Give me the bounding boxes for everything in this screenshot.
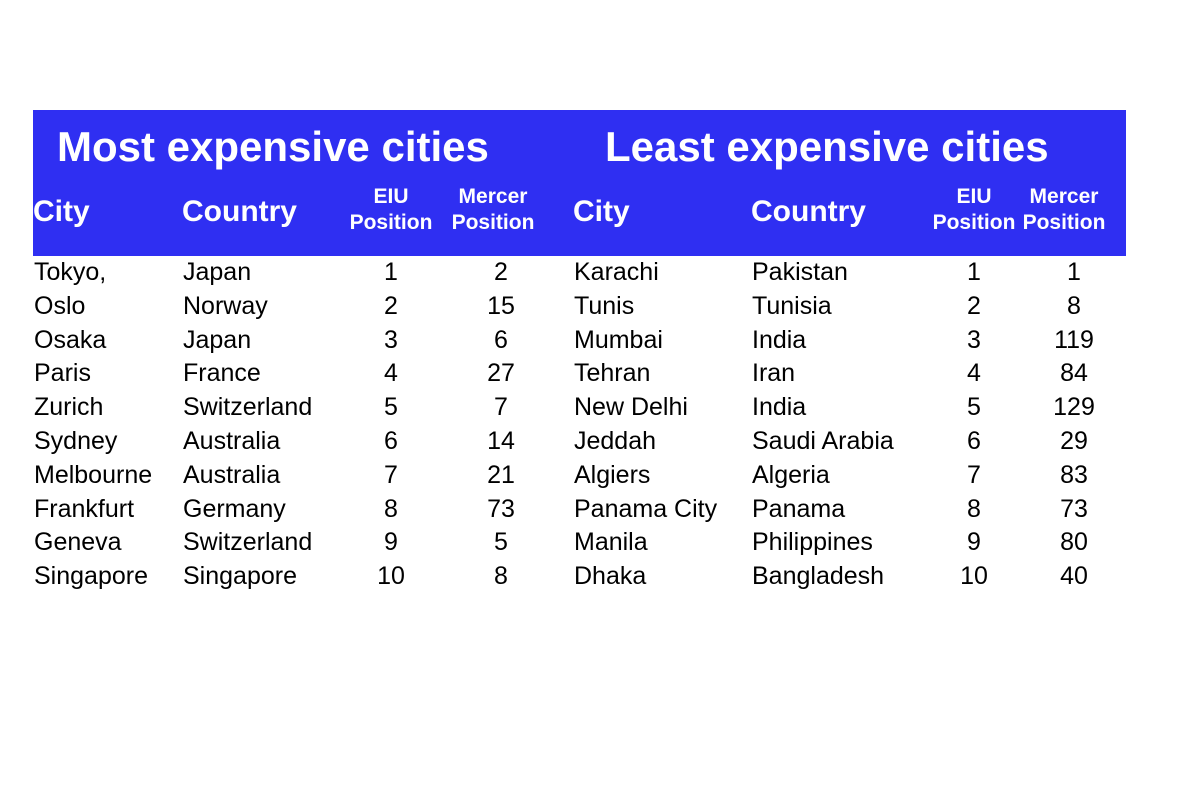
cell-eiu-position: 10 <box>960 562 988 591</box>
cell-mercer-position: 8 <box>1067 291 1081 320</box>
cell-mercer-position: 6 <box>494 325 508 354</box>
cell-city: New Delhi <box>574 393 688 422</box>
cell-city: Geneva <box>34 528 122 557</box>
cell-mercer-position: 73 <box>487 494 515 523</box>
cell-mercer-position: 14 <box>487 427 515 455</box>
cell-country: Switzerland <box>183 393 313 422</box>
cell-eiu-position: 3 <box>967 325 981 354</box>
cell-eiu-position: 6 <box>384 427 398 455</box>
cell-country: Japan <box>183 258 252 286</box>
cell-city: Osaka <box>34 325 107 354</box>
cell-mercer-position: 119 <box>1054 325 1094 354</box>
cell-city: Panama City <box>574 494 718 523</box>
cell-mercer-position: 1 <box>1067 258 1081 286</box>
cell-city: Mumbai <box>574 325 663 354</box>
cell-country: Australia <box>183 427 281 455</box>
cell-mercer-position: 84 <box>1060 359 1088 388</box>
cell-country: Singapore <box>183 562 297 591</box>
cell-country: Saudi Arabia <box>752 427 894 455</box>
most-expensive-title: Most expensive cities <box>57 123 489 170</box>
cell-mercer-position: 8 <box>494 562 508 591</box>
cell-eiu-position: 5 <box>967 393 981 422</box>
cell-country: Bangladesh <box>752 562 885 591</box>
cell-city: Jeddah <box>574 427 657 455</box>
cell-city: Frankfurt <box>34 494 135 523</box>
col-header-country: Country <box>182 195 297 228</box>
cell-city: Paris <box>34 359 91 388</box>
table-header-band: Most expensive cities Least expensive ci… <box>33 110 1126 256</box>
cell-eiu-position: 7 <box>967 460 981 489</box>
cell-country: Japan <box>183 325 252 354</box>
cell-mercer-position: 15 <box>487 291 515 320</box>
cell-city: Karachi <box>574 258 659 286</box>
cell-eiu-position: 10 <box>377 562 405 591</box>
cell-eiu-position: 1 <box>967 258 981 286</box>
cell-eiu-position: 2 <box>384 291 398 320</box>
cell-eiu-position: 5 <box>384 393 398 422</box>
cell-country: Iran <box>752 359 796 388</box>
cell-country: Philippines <box>752 528 873 557</box>
least-expensive-title: Least expensive cities <box>605 123 1049 170</box>
cell-mercer-position: 27 <box>487 359 515 388</box>
cell-mercer-position: 73 <box>1060 494 1088 523</box>
cell-country: Norway <box>183 291 268 320</box>
cell-country: Germany <box>183 494 286 523</box>
cell-city: Manila <box>574 528 648 557</box>
col-header-country: Country <box>751 195 866 228</box>
cell-mercer-position: 29 <box>1060 427 1088 455</box>
cell-eiu-position: 8 <box>384 494 398 523</box>
col-header-eiu-position: EIU Position <box>349 185 433 234</box>
cell-city: Algiers <box>574 460 651 489</box>
cell-eiu-position: 4 <box>384 359 398 388</box>
cell-eiu-position: 4 <box>967 359 981 388</box>
cell-country: Pakistan <box>752 258 848 286</box>
cell-eiu-position: 1 <box>384 258 398 286</box>
cell-city: Zurich <box>34 393 104 422</box>
col-header-city: City <box>33 195 90 228</box>
cell-mercer-position: 83 <box>1060 460 1088 489</box>
col-header-city: City <box>573 195 630 228</box>
cell-eiu-position: 9 <box>384 528 398 557</box>
cell-mercer-position: 5 <box>494 528 508 557</box>
cell-country: Panama <box>752 494 846 523</box>
cell-mercer-position: 129 <box>1053 393 1095 422</box>
cell-city: Tokyo, <box>34 258 107 286</box>
cell-mercer-position: 40 <box>1060 562 1088 591</box>
cell-city: Oslo <box>34 291 86 320</box>
cell-country: Algeria <box>752 460 830 489</box>
cell-eiu-position: 9 <box>967 528 981 557</box>
cell-mercer-position: 7 <box>494 393 508 422</box>
cell-city: Sydney <box>34 427 118 455</box>
cell-country: Tunisia <box>752 291 832 320</box>
cell-country: Australia <box>183 460 281 489</box>
cell-city: Tunis <box>574 291 635 320</box>
cell-city: Melbourne <box>34 460 153 489</box>
cell-eiu-position: 2 <box>967 291 981 320</box>
cell-eiu-position: 3 <box>384 325 398 354</box>
cell-city: Tehran <box>574 359 651 388</box>
cell-eiu-position: 6 <box>967 427 981 455</box>
cell-city: Singapore <box>34 562 148 591</box>
cell-mercer-position: 80 <box>1060 528 1088 557</box>
cell-country: Switzerland <box>183 528 313 557</box>
cell-country: India <box>752 325 807 354</box>
cell-mercer-position: 2 <box>494 258 508 286</box>
col-header-eiu-position: EIU Position <box>932 185 1016 234</box>
col-header-mercer-position: Mercer Position <box>451 185 535 234</box>
cell-country: India <box>752 393 807 422</box>
cell-country: France <box>183 359 261 388</box>
cell-eiu-position: 7 <box>384 460 398 489</box>
cell-city: Dhaka <box>574 562 647 591</box>
cell-mercer-position: 21 <box>487 460 515 489</box>
cell-eiu-position: 8 <box>967 494 981 523</box>
col-header-mercer-position: Mercer Position <box>1022 185 1106 234</box>
